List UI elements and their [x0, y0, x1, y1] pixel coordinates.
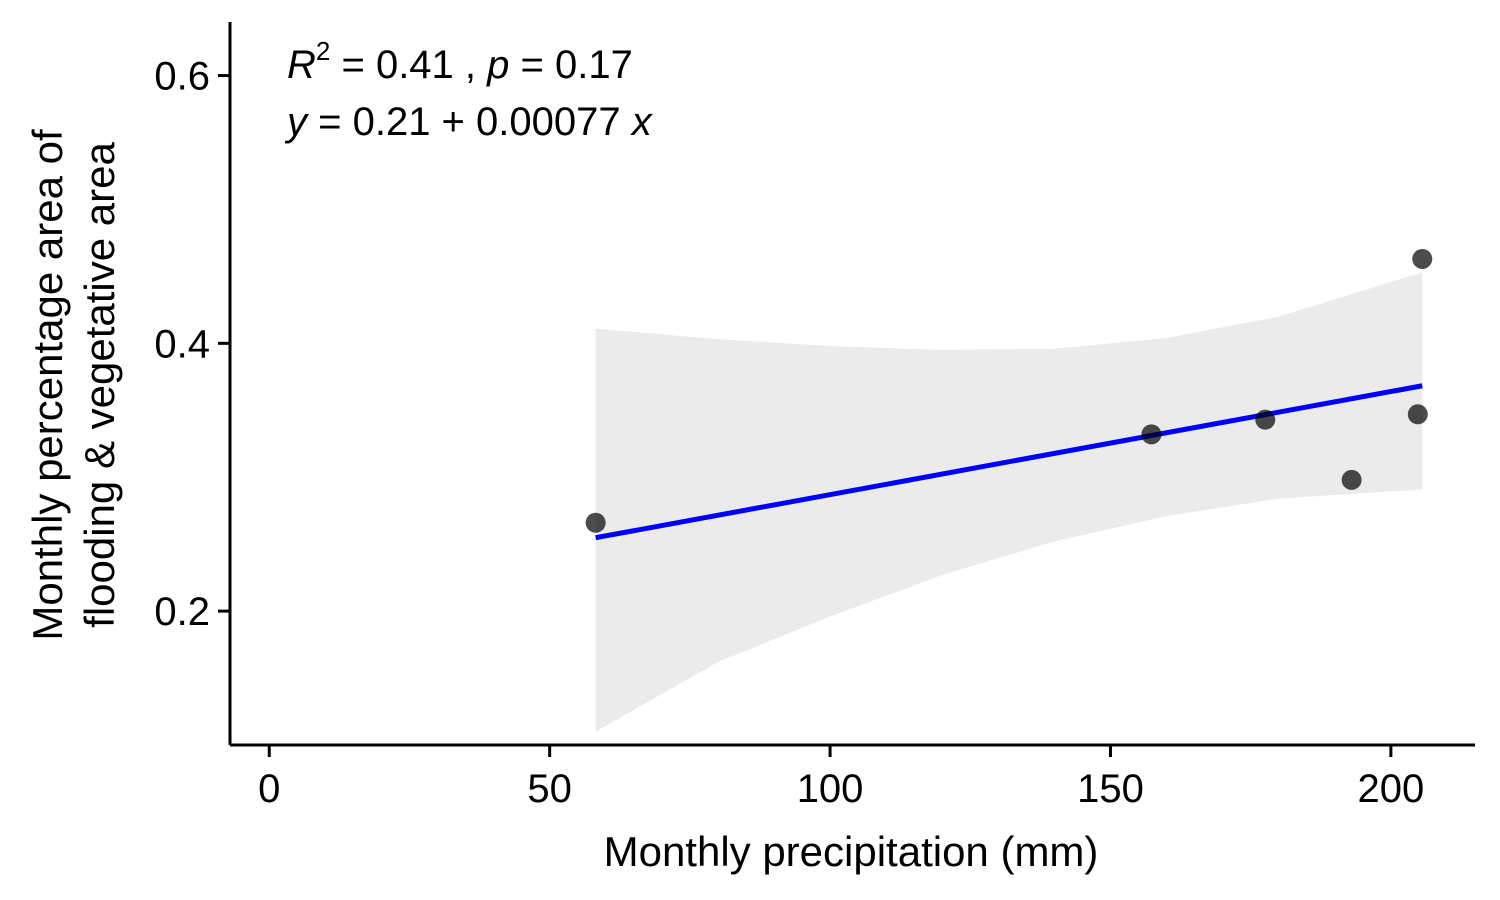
- p-symbol: p: [486, 43, 509, 87]
- y-tick-label: 0.6: [154, 55, 210, 99]
- regression-line: [595, 383, 1423, 541]
- confidence-band: [595, 272, 1423, 732]
- data-point: [1141, 424, 1162, 445]
- y-axis-ticks: 0.2 0.4 0.6: [154, 55, 230, 634]
- data-point: [585, 512, 606, 533]
- r2-symbol: R: [287, 43, 316, 87]
- data-point: [1412, 248, 1433, 269]
- equation-body: = 0.21 + 0.00077: [307, 100, 632, 144]
- y-axis-title-line-1: Monthly percentage area of: [24, 129, 71, 641]
- equation-y-symbol: y: [284, 100, 310, 144]
- p-value: = 0.17: [509, 43, 632, 87]
- x-tick-label: 150: [1077, 767, 1144, 811]
- x-tick-label: 0: [258, 767, 280, 811]
- regression-line-layer: [595, 383, 1423, 541]
- x-tick-label: 50: [527, 767, 572, 811]
- x-tick-label: 200: [1358, 767, 1425, 811]
- x-axis-title: Monthly precipitation (mm): [604, 828, 1099, 875]
- r2-value: = 0.41 ,: [330, 43, 487, 87]
- data-point: [1341, 469, 1362, 490]
- x-tick-label: 100: [797, 767, 864, 811]
- x-axis-ticks: 0 50 100 150 200: [258, 745, 1424, 811]
- r2-superscript: 2: [316, 36, 330, 66]
- data-points-layer: [585, 248, 1433, 533]
- equation-x-symbol: x: [630, 100, 654, 144]
- r2-annotation: R2 = 0.41 , p = 0.17: [287, 36, 633, 87]
- y-tick-label: 0.2: [154, 590, 210, 634]
- regression-equation: y = 0.21 + 0.00077 x: [284, 100, 654, 144]
- confidence-band-layer: [595, 272, 1423, 732]
- y-axis-title-line-2: flooding & vegetative area: [76, 142, 123, 628]
- data-point: [1255, 409, 1276, 430]
- y-tick-label: 0.4: [154, 322, 210, 366]
- data-point: [1407, 404, 1428, 425]
